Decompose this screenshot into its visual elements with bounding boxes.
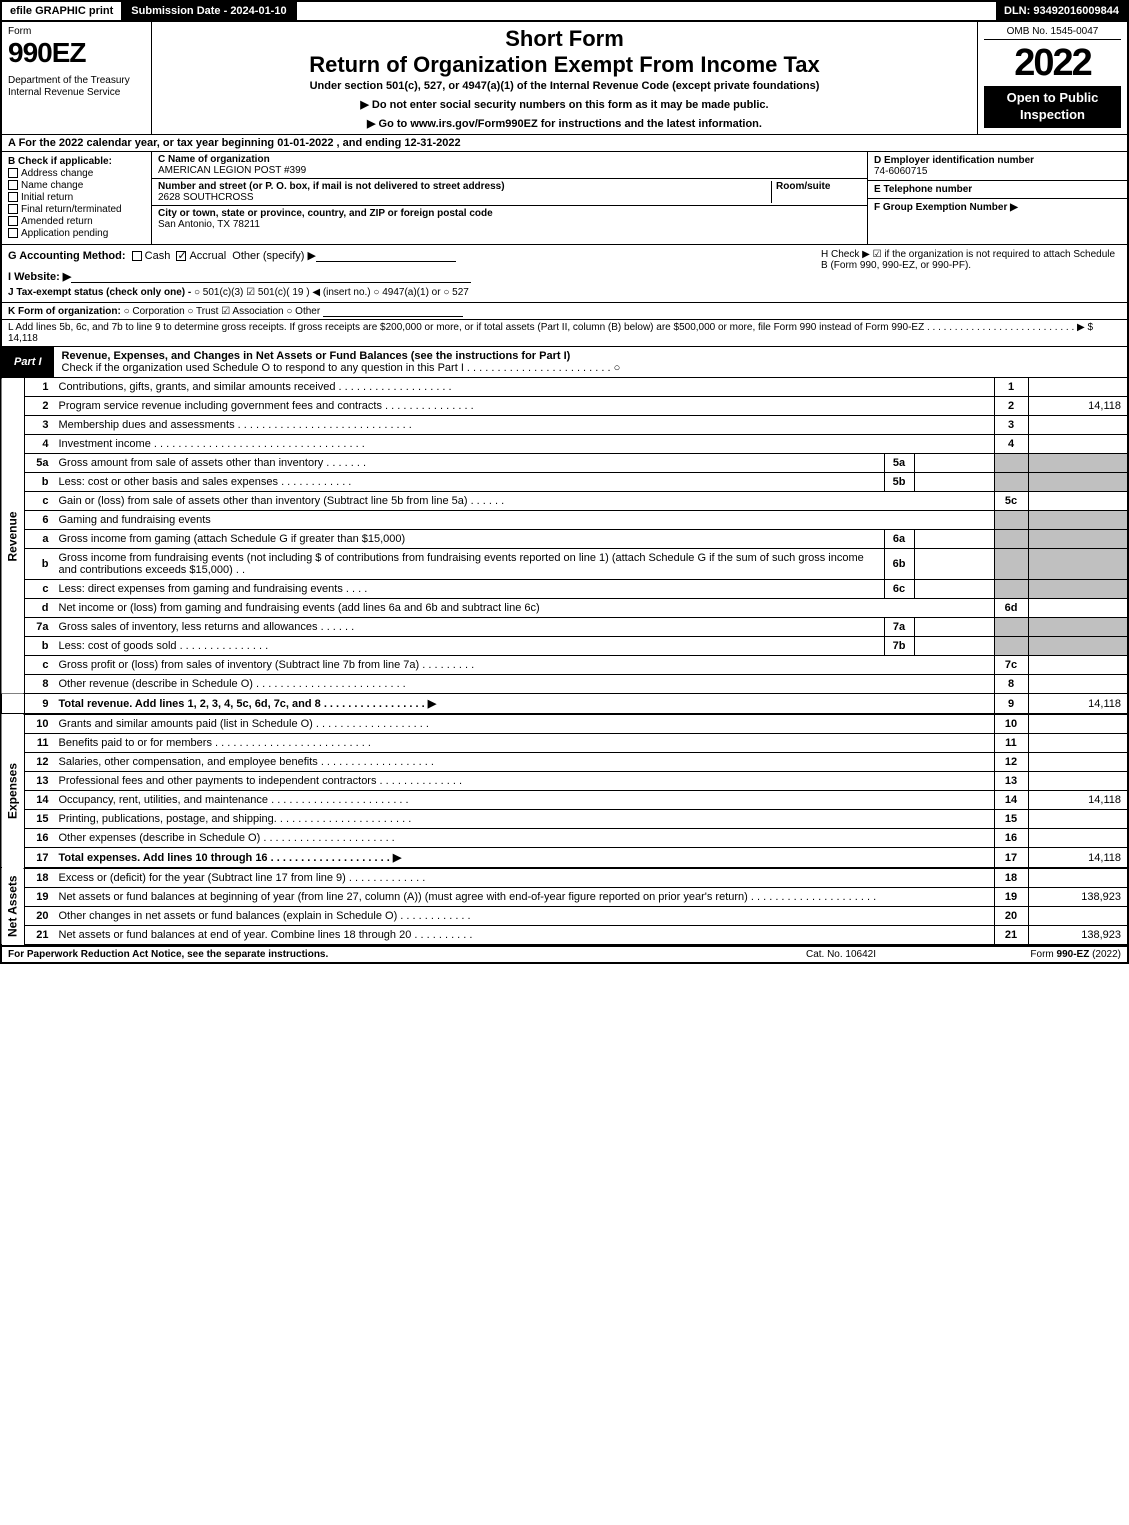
chk-accrual[interactable] <box>176 251 186 261</box>
efile-label[interactable]: efile GRAPHIC print <box>2 2 123 20</box>
tax-year: 2022 <box>984 44 1121 82</box>
omb-number: OMB No. 1545-0047 <box>984 26 1121 40</box>
street-value: 2628 SOUTHCROSS <box>158 192 254 203</box>
section-def: D Employer identification number 74-6060… <box>867 152 1127 244</box>
top-bar: efile GRAPHIC print Submission Date - 20… <box>0 0 1129 22</box>
footer-left: For Paperwork Reduction Act Notice, see … <box>8 949 741 960</box>
part-1-label: Part I <box>2 347 54 377</box>
section-gh: G Accounting Method: Cash Accrual Other … <box>0 245 1129 303</box>
form-word: Form <box>8 26 145 37</box>
org-name-label: C Name of organization <box>158 154 270 165</box>
org-name: AMERICAN LEGION POST #399 <box>158 165 306 176</box>
header-right: OMB No. 1545-0047 2022 Open to Public In… <box>977 22 1127 134</box>
part-1-table: Revenue 1Contributions, gifts, grants, a… <box>0 378 1129 946</box>
form-number: 990EZ <box>8 37 145 69</box>
return-title: Return of Organization Exempt From Incom… <box>158 52 971 78</box>
street-label: Number and street (or P. O. box, if mail… <box>158 181 505 192</box>
ein-value: 74-6060715 <box>874 166 927 177</box>
room-label: Room/suite <box>776 181 830 192</box>
ein-label: D Employer identification number <box>874 155 1034 166</box>
section-b-label: B Check if applicable: <box>8 156 145 167</box>
other-method-input[interactable] <box>316 250 456 262</box>
net-assets-side-label: Net Assets <box>1 868 25 945</box>
chk-name[interactable]: Name change <box>8 180 145 191</box>
section-h: H Check ▶ ☑ if the organization is not r… <box>821 249 1121 298</box>
topbar-spacer <box>297 2 996 20</box>
city-value: San Antonio, TX 78211 <box>158 219 260 230</box>
part-1-header: Part I Revenue, Expenses, and Changes in… <box>0 347 1129 378</box>
part-1-title: Revenue, Expenses, and Changes in Net As… <box>54 347 1127 377</box>
page-footer: For Paperwork Reduction Act Notice, see … <box>0 946 1129 964</box>
chk-amended[interactable]: Amended return <box>8 216 145 227</box>
irs-link-text[interactable]: ▶ Go to www.irs.gov/Form990EZ for instru… <box>367 118 762 130</box>
header-subtitle: Under section 501(c), 527, or 4947(a)(1)… <box>158 80 971 92</box>
gross-receipts-value: 14,118 <box>8 333 38 344</box>
department-label: Department of the Treasury Internal Reve… <box>8 75 145 99</box>
section-bcdef: B Check if applicable: Address change Na… <box>0 152 1129 245</box>
accounting-method: G Accounting Method: Cash Accrual Other … <box>8 249 821 262</box>
form-header: Form 990EZ Department of the Treasury In… <box>0 22 1129 135</box>
chk-address[interactable]: Address change <box>8 168 145 179</box>
dln-label: DLN: 93492016009844 <box>996 2 1127 20</box>
section-k: K Form of organization: ○ Corporation ○ … <box>0 303 1129 320</box>
section-a: A For the 2022 calendar year, or tax yea… <box>0 135 1129 152</box>
header-center: Short Form Return of Organization Exempt… <box>152 22 977 134</box>
chk-cash[interactable] <box>132 251 142 261</box>
expenses-side-label: Expenses <box>1 714 25 868</box>
tax-exempt-status: J Tax-exempt status (check only one) - ○… <box>8 287 821 298</box>
other-org-input[interactable] <box>323 305 463 317</box>
section-b: B Check if applicable: Address change Na… <box>2 152 152 244</box>
chk-pending[interactable]: Application pending <box>8 228 145 239</box>
ssn-notice: ▶ Do not enter social security numbers o… <box>158 98 971 111</box>
short-form-title: Short Form <box>158 26 971 52</box>
website-input[interactable] <box>71 271 471 283</box>
group-exemption-label: F Group Exemption Number ▶ <box>874 202 1018 213</box>
section-l: L Add lines 5b, 6c, and 7b to line 9 to … <box>0 320 1129 347</box>
footer-right: Form Form 990-EZ (2022)990-EZ (2022) <box>941 949 1121 960</box>
city-label: City or town, state or province, country… <box>158 208 493 219</box>
footer-center: Cat. No. 10642I <box>741 949 941 960</box>
revenue-side-label: Revenue <box>1 378 25 694</box>
submission-date: Submission Date - 2024-01-10 <box>123 2 296 20</box>
open-to-public: Open to Public Inspection <box>984 86 1121 128</box>
website-row: I Website: ▶ <box>8 270 821 283</box>
section-c: C Name of organization AMERICAN LEGION P… <box>152 152 867 244</box>
header-left: Form 990EZ Department of the Treasury In… <box>2 22 152 134</box>
chk-initial[interactable]: Initial return <box>8 192 145 203</box>
irs-link-notice: ▶ Go to www.irs.gov/Form990EZ for instru… <box>158 117 971 130</box>
phone-label: E Telephone number <box>874 184 972 195</box>
chk-final[interactable]: Final return/terminated <box>8 204 145 215</box>
